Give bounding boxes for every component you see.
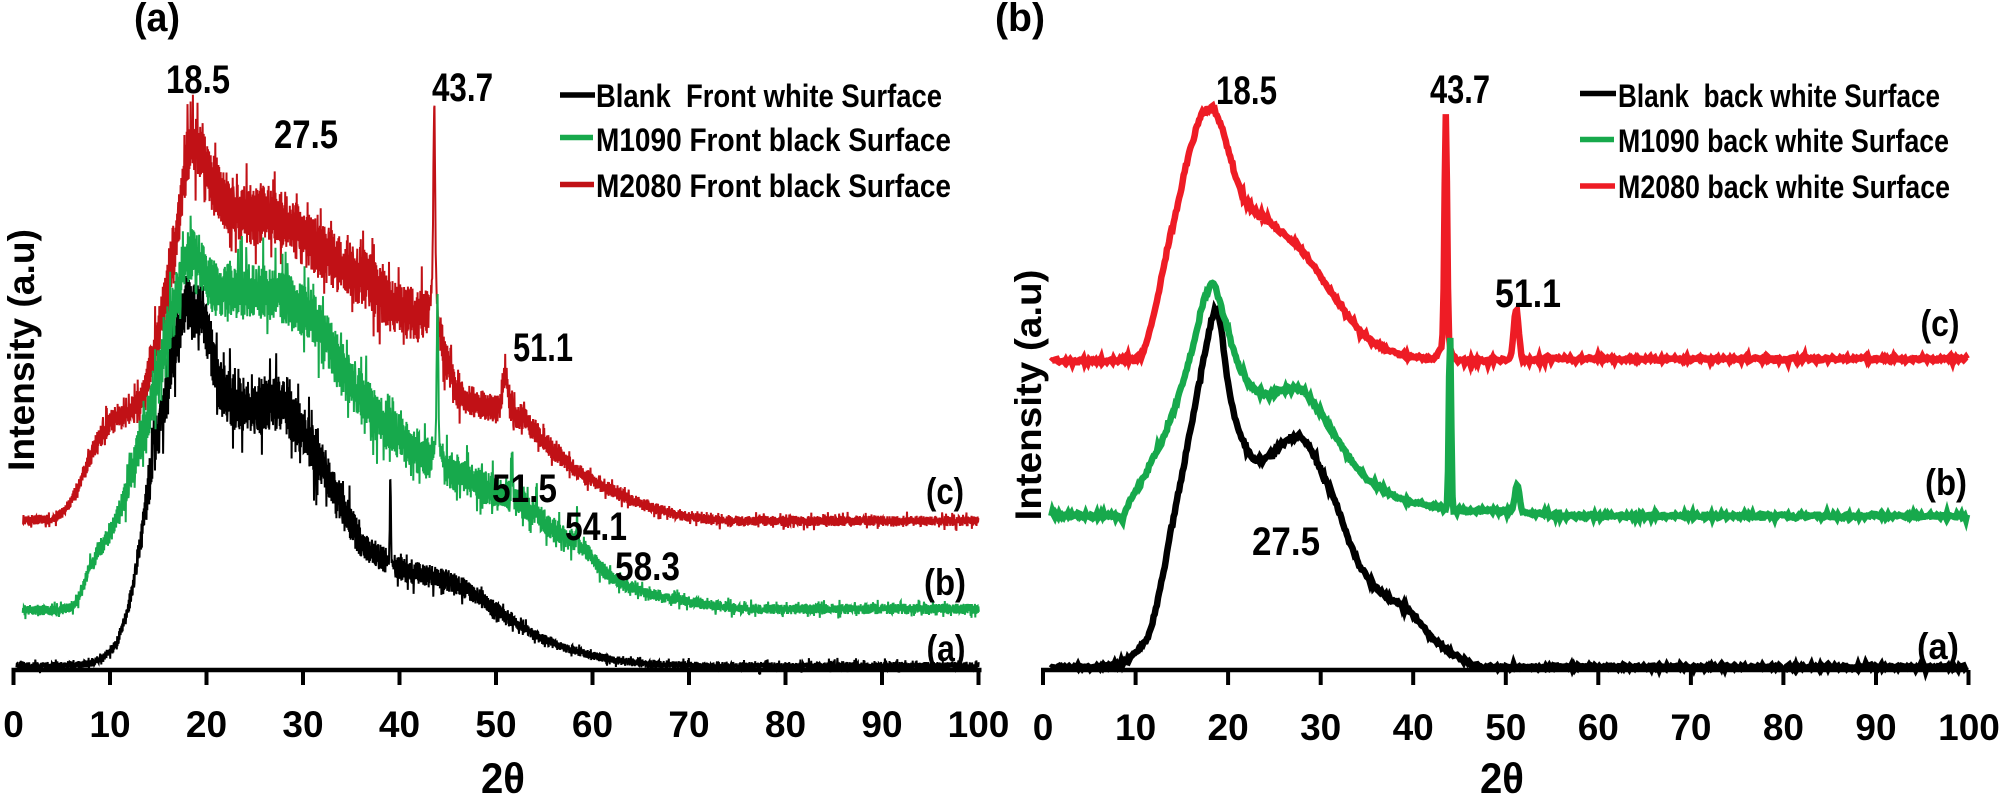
svg-text:43.7: 43.7 — [432, 66, 493, 110]
svg-text:27.5: 27.5 — [1252, 520, 1320, 564]
svg-text:M1090 back white Surface: M1090 back white Surface — [1618, 123, 1949, 159]
svg-text:54.1: 54.1 — [565, 505, 627, 549]
svg-text:10: 10 — [89, 704, 130, 745]
svg-text:M2080 back white Surface: M2080 back white Surface — [1618, 169, 1950, 205]
svg-text:80: 80 — [1763, 707, 1804, 748]
svg-text:43.7: 43.7 — [1430, 68, 1490, 112]
svg-text:30: 30 — [1300, 707, 1341, 748]
svg-text:100: 100 — [948, 704, 1010, 745]
svg-text:18.5: 18.5 — [166, 58, 230, 102]
svg-text:18.5: 18.5 — [1216, 69, 1277, 113]
svg-text:Blank back white Surface: Blank back white Surface — [1618, 78, 1940, 114]
svg-text:20: 20 — [1208, 707, 1249, 748]
svg-text:100: 100 — [1938, 707, 2000, 748]
svg-text:27.5: 27.5 — [274, 113, 338, 157]
svg-text:40: 40 — [379, 704, 420, 745]
svg-text:30: 30 — [282, 704, 323, 745]
svg-text:(a): (a) — [134, 0, 180, 40]
svg-text:70: 70 — [668, 704, 709, 745]
svg-text:50: 50 — [1485, 707, 1526, 748]
svg-text:90: 90 — [1855, 707, 1896, 748]
svg-text:(b): (b) — [995, 0, 1045, 40]
svg-text:50: 50 — [475, 704, 516, 745]
svg-text:0: 0 — [1033, 707, 1054, 748]
svg-text:90: 90 — [861, 704, 902, 745]
svg-text:(b): (b) — [1925, 462, 1967, 503]
svg-text:(a): (a) — [1917, 626, 1959, 667]
svg-text:(c): (c) — [926, 471, 964, 512]
svg-text:10: 10 — [1115, 707, 1156, 748]
svg-text:M2080 Front black Surface: M2080 Front black Surface — [596, 168, 951, 204]
svg-text:51.1: 51.1 — [513, 326, 573, 370]
svg-text:(c): (c) — [1921, 303, 1960, 344]
svg-text:0: 0 — [3, 704, 24, 745]
svg-text:Intensity (a.u): Intensity (a.u) — [1008, 270, 1049, 521]
svg-text:2θ: 2θ — [481, 755, 525, 795]
svg-text:20: 20 — [186, 704, 227, 745]
svg-text:2θ: 2θ — [1480, 755, 1524, 795]
svg-text:Intensity (a.u): Intensity (a.u) — [1, 229, 42, 471]
svg-text:60: 60 — [572, 704, 613, 745]
svg-text:80: 80 — [765, 704, 806, 745]
svg-text:(b): (b) — [924, 562, 966, 603]
svg-text:51.1: 51.1 — [1495, 272, 1561, 316]
svg-text:60: 60 — [1578, 707, 1619, 748]
svg-text:(a): (a) — [927, 628, 966, 669]
svg-text:70: 70 — [1670, 707, 1711, 748]
svg-text:58.3: 58.3 — [615, 545, 680, 589]
svg-text:Blank Front white Surface: Blank Front white Surface — [596, 78, 942, 114]
svg-text:51.5: 51.5 — [492, 467, 557, 511]
svg-text:40: 40 — [1393, 707, 1434, 748]
svg-text:M1090 Front black Surface: M1090 Front black Surface — [596, 122, 951, 158]
